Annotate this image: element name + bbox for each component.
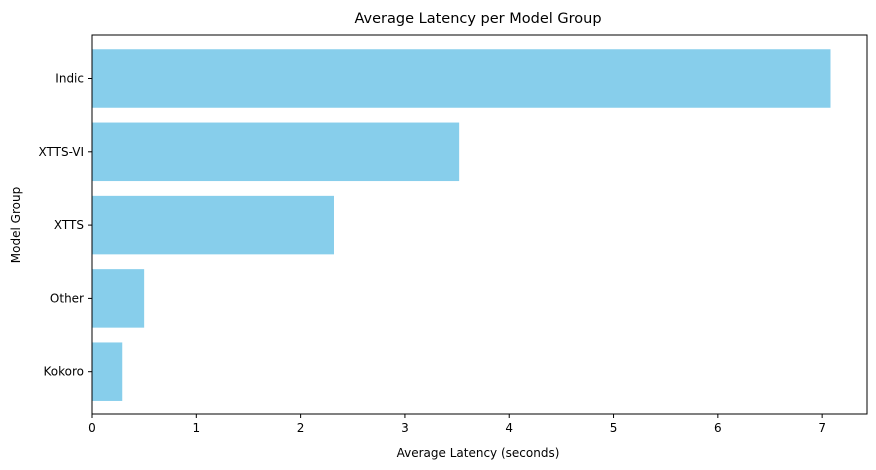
bar-kokoro xyxy=(92,342,123,401)
y-tick-label: XTTS xyxy=(54,218,84,232)
y-axis-label: Model Group xyxy=(9,187,23,263)
y-axis-ticks: Indic XTTS-VI XTTS Other Kokoro xyxy=(39,72,92,379)
bar-xtts-vi xyxy=(92,122,460,182)
bars-group xyxy=(92,49,831,401)
x-tick-label: 0 xyxy=(88,421,96,435)
y-tick-label: XTTS-VI xyxy=(39,145,84,159)
x-tick-label: 7 xyxy=(818,421,826,435)
x-tick-label: 6 xyxy=(714,421,722,435)
x-tick-label: 4 xyxy=(505,421,513,435)
bar-xtts xyxy=(92,195,334,255)
x-tick-label: 1 xyxy=(192,421,200,435)
x-tick-label: 3 xyxy=(401,421,409,435)
plot-frame xyxy=(91,34,868,415)
y-tick-label: Kokoro xyxy=(44,365,85,379)
x-tick-label: 2 xyxy=(297,421,305,435)
x-axis-label: Average Latency (seconds) xyxy=(397,446,560,460)
bar-indic xyxy=(92,49,831,108)
bar-other xyxy=(92,269,145,328)
x-tick-label: 5 xyxy=(610,421,618,435)
x-axis-ticks: 0 1 2 3 4 5 6 7 xyxy=(88,414,826,435)
chart-title: Average Latency per Model Group xyxy=(354,11,601,27)
y-tick-label: Indic xyxy=(55,72,84,86)
y-tick-label: Other xyxy=(50,291,84,305)
